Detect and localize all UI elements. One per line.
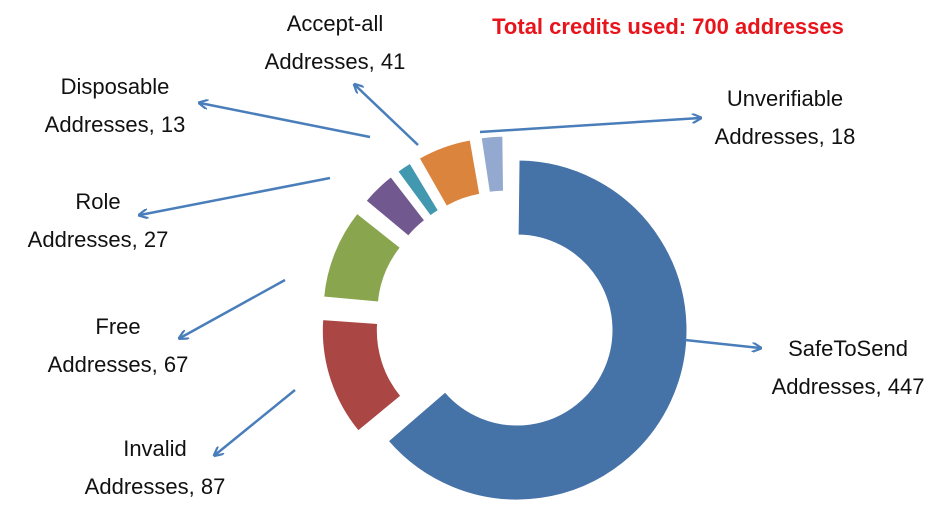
- slice: [418, 139, 481, 207]
- data-label: Addresses, 13: [45, 112, 186, 137]
- category-label: Accept-all: [287, 11, 384, 36]
- data-label: Addresses, 18: [715, 124, 856, 149]
- slice: [480, 135, 505, 193]
- data-label: Addresses, 41: [265, 49, 406, 74]
- category-label: Role: [75, 189, 120, 214]
- leader-arrow: [140, 176, 331, 215]
- leader-arrow: [479, 118, 700, 134]
- chart-title: Total credits used: 700 addresses: [492, 14, 844, 39]
- category-label: Unverifiable: [727, 86, 843, 111]
- category-label: SafeToSend: [788, 336, 908, 361]
- slice: [365, 176, 426, 237]
- data-label: Addresses, 87: [85, 474, 226, 499]
- data-label: Addresses, 67: [48, 352, 189, 377]
- category-label: Disposable: [61, 74, 170, 99]
- slice: [397, 162, 440, 217]
- leader-arrow: [180, 278, 286, 338]
- leader-arrow: [684, 338, 760, 348]
- data-label: Addresses, 447: [772, 374, 925, 399]
- leader-arrow: [215, 389, 296, 455]
- slice: [323, 212, 401, 303]
- category-label: Invalid: [123, 436, 187, 461]
- leader-arrow: [200, 103, 371, 139]
- category-label: Free: [95, 314, 140, 339]
- data-label: Addresses, 27: [28, 227, 169, 252]
- leader-arrow: [355, 85, 419, 146]
- slice: [387, 159, 688, 501]
- slice: [321, 319, 402, 432]
